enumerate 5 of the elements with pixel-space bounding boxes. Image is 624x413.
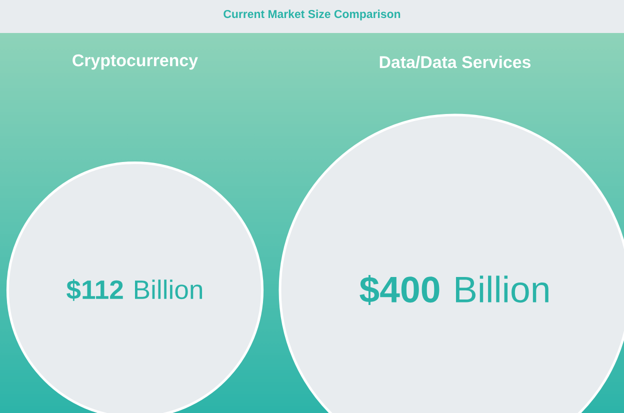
data-label: $400 Billion [360,275,548,305]
category-label: Data/Data Services [380,56,531,68]
data-label: $112 Billion [66,279,202,301]
category-label: Cryptocurrency [72,54,198,70]
text: Current Market Size Comparison [224,10,400,20]
